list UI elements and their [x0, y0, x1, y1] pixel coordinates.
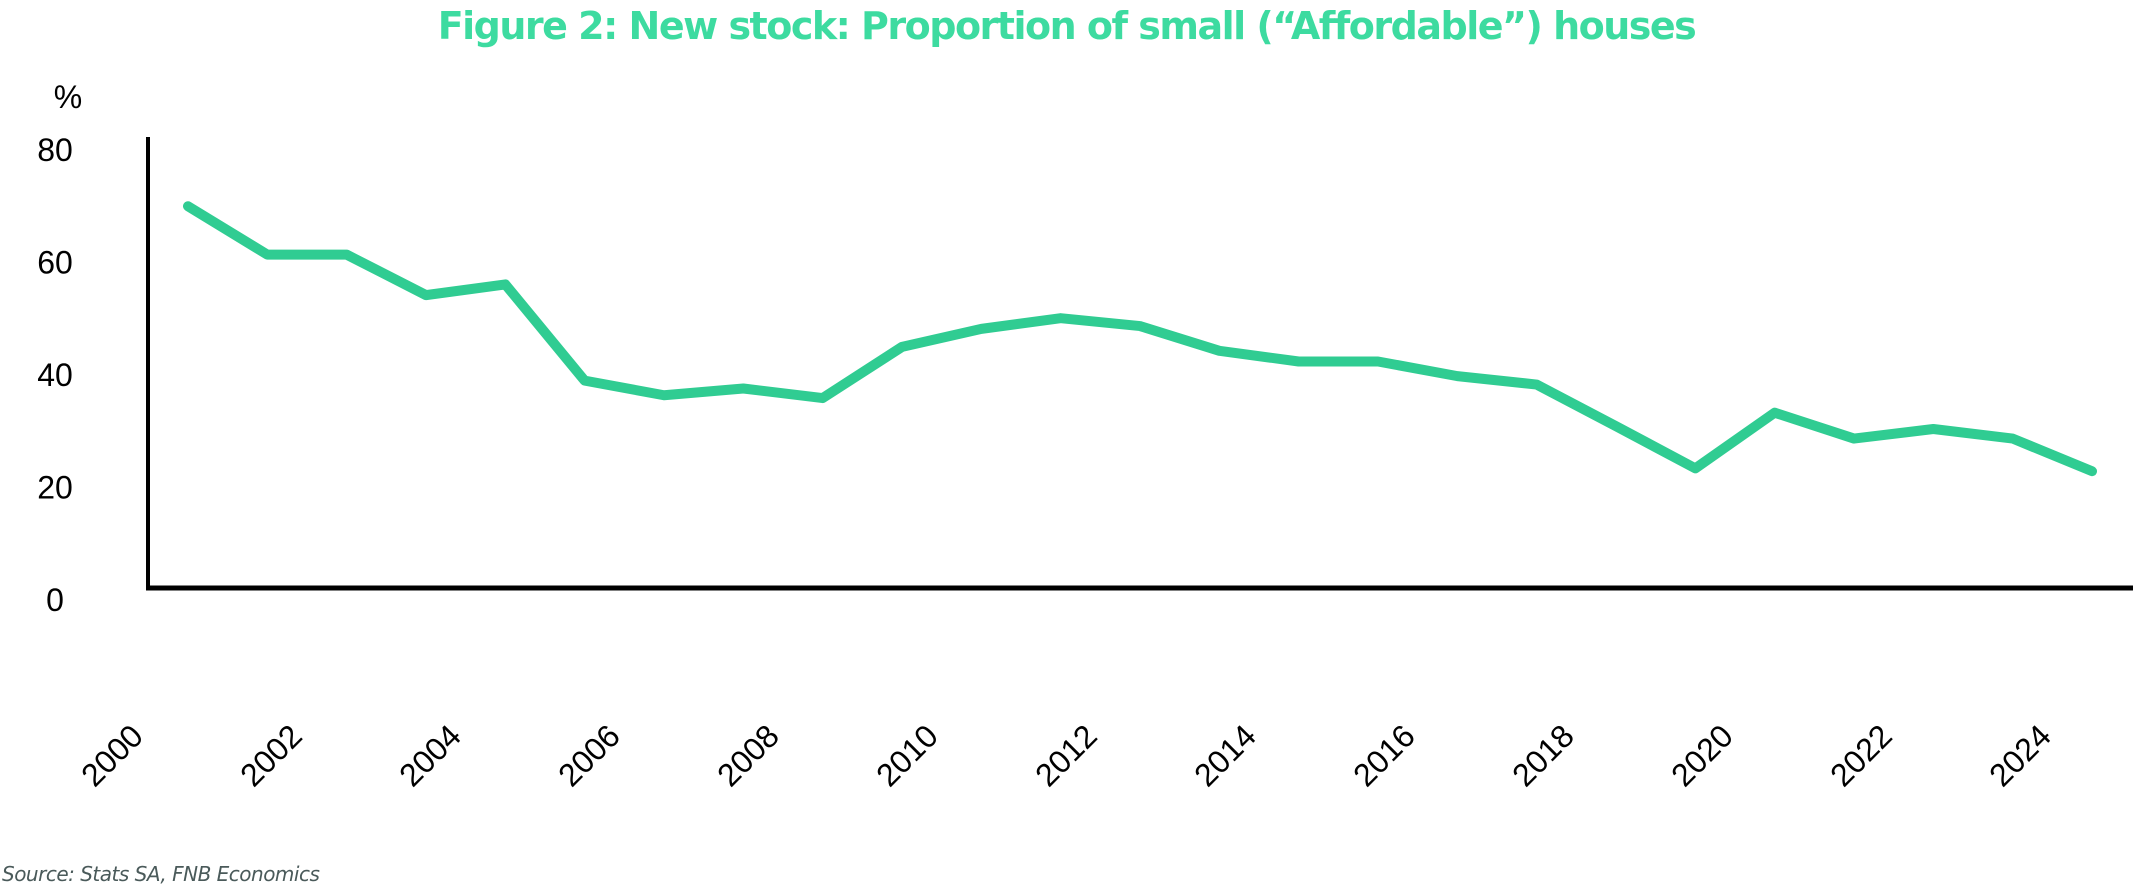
x-tick-label: 2006 — [551, 717, 627, 793]
x-tick-label: 2012 — [1028, 717, 1104, 793]
x-tick-label: 2014 — [1187, 717, 1263, 793]
chart-title: Figure 2: New stock: Proportion of small… — [437, 4, 1697, 48]
y-unit-label: % — [54, 79, 82, 115]
x-tick-label: 2016 — [1346, 717, 1422, 793]
x-tick-label: 2022 — [1823, 717, 1899, 793]
x-tick-label: 2000 — [74, 717, 150, 793]
x-tick-label: 2024 — [1982, 717, 2058, 793]
y-tick-label: 80 — [37, 132, 73, 168]
x-tick-label: 2004 — [392, 717, 468, 793]
x-tick-label: 2020 — [1664, 717, 1740, 793]
y-tick-label: 40 — [37, 357, 73, 393]
x-tick-label: 2018 — [1505, 717, 1581, 793]
series-line — [183, 201, 2097, 477]
x-tick-label: 2008 — [710, 717, 786, 793]
x-tick-label: 2002 — [233, 717, 309, 793]
source-note: Source: Stats SA, FNB Economics — [2, 862, 320, 886]
y-tick-label: 20 — [37, 470, 73, 506]
x-tick-label: 2010 — [869, 717, 945, 793]
y-tick-label: 60 — [37, 245, 73, 281]
y-tick-label: 0 — [46, 582, 64, 618]
